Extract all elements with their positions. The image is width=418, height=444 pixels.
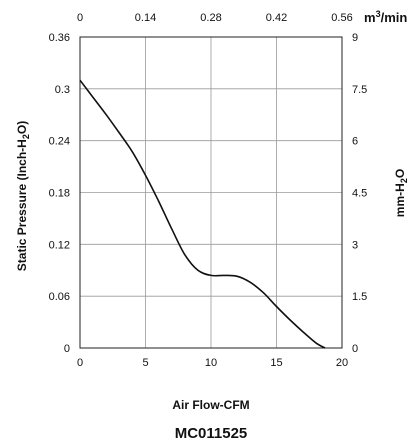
left-tick-label: 0.06 xyxy=(49,291,70,303)
svg-text:Static Pressure (Inch-H2O): Static Pressure (Inch-H2O) xyxy=(15,121,31,271)
right-tick-label: 9 xyxy=(352,32,358,44)
left-axis-ticks: 0 0.06 0.12 0.18 0.24 0.3 0.36 xyxy=(49,32,70,355)
left-tick-label: 0 xyxy=(64,343,70,355)
bottom-tick-label: 0 xyxy=(77,357,83,369)
right-tick-label: 1.5 xyxy=(352,291,367,303)
bottom-axis-ticks: 0 5 10 15 20 xyxy=(77,357,348,369)
right-tick-label: 6 xyxy=(352,136,358,148)
right-tick-label: 0 xyxy=(352,343,358,355)
right-axis-ticks: 0 1.5 3 4.5 6 7.5 9 xyxy=(352,32,367,355)
top-axis-ticks: 0 0.14 0.28 0.42 0.56 xyxy=(77,12,353,24)
bottom-tick-label: 10 xyxy=(205,357,217,369)
right-tick-label: 3 xyxy=(352,239,358,251)
svg-text:mm-H2O: mm-H2O xyxy=(393,169,409,217)
model-number: MC011525 xyxy=(175,425,248,442)
top-tick-label: 0.14 xyxy=(135,12,156,24)
top-tick-label: 0.56 xyxy=(331,12,352,24)
right-tick-label: 7.5 xyxy=(352,84,367,96)
left-tick-label: 0.3 xyxy=(55,84,70,96)
left-axis-title: Static Pressure (Inch-H2O) xyxy=(15,121,31,271)
left-tick-label: 0.24 xyxy=(49,136,70,148)
left-tick-label: 0.12 xyxy=(49,239,70,251)
plot-frame xyxy=(79,36,343,349)
plot-border xyxy=(79,36,343,349)
left-tick-label: 0.36 xyxy=(49,32,70,44)
bottom-tick-label: 20 xyxy=(336,357,348,369)
left-tick-label: 0.18 xyxy=(49,188,70,200)
svg-text:m3/min: m3/min xyxy=(364,9,407,25)
series-group xyxy=(79,79,326,349)
bottom-axis-title: Air Flow-CFM xyxy=(172,398,249,412)
top-tick-label: 0 xyxy=(77,12,83,24)
top-tick-label: 0.42 xyxy=(266,12,287,24)
bottom-tick-label: 15 xyxy=(270,357,282,369)
top-axis-unit: m3/min xyxy=(364,9,407,25)
bottom-tick-label: 5 xyxy=(142,357,148,369)
right-tick-label: 4.5 xyxy=(352,188,367,200)
grid xyxy=(79,36,343,349)
pressure-flow-curve xyxy=(79,79,326,349)
top-tick-label: 0.28 xyxy=(200,12,221,24)
right-axis-title: mm-H2O xyxy=(393,169,409,217)
